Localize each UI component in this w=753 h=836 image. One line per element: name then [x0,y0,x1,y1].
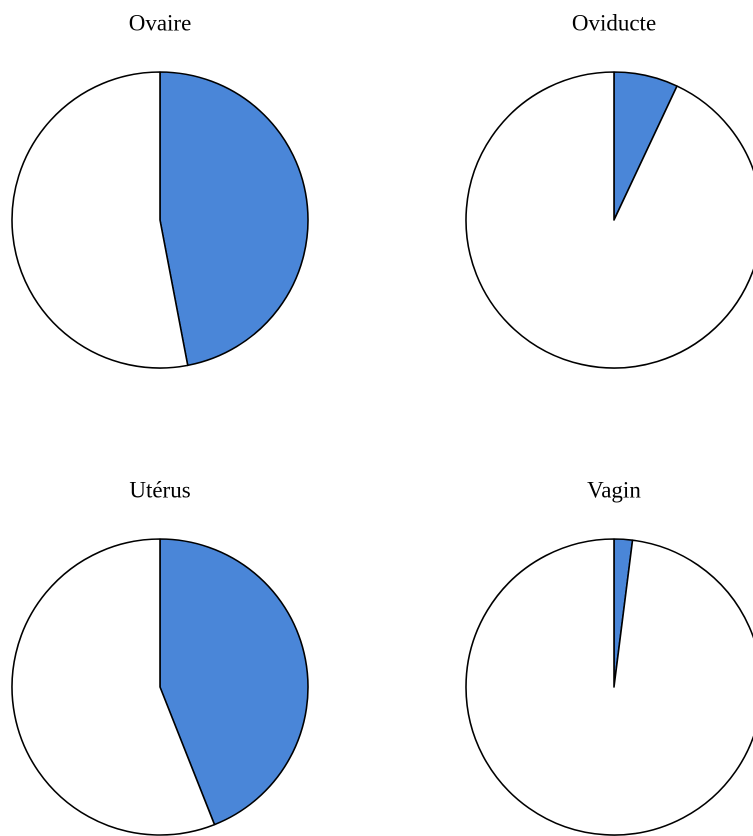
chart-title: Ovaire [129,10,192,35]
pie-slice [11,538,216,836]
chart-title: Vagin [587,477,641,502]
pie-chart: Oviducte [465,10,753,369]
pie-slice [159,71,309,367]
pie-chart: Ovaire [11,10,309,369]
pie-slice [11,71,189,369]
chart-title: Oviducte [572,10,656,35]
pie-slice [465,71,753,369]
chart-title: Utérus [129,477,190,502]
pie-slice [159,538,309,826]
pie-chart: Vagin [465,477,753,836]
pie-chart: Utérus [11,477,309,836]
pie-slice [465,538,753,836]
